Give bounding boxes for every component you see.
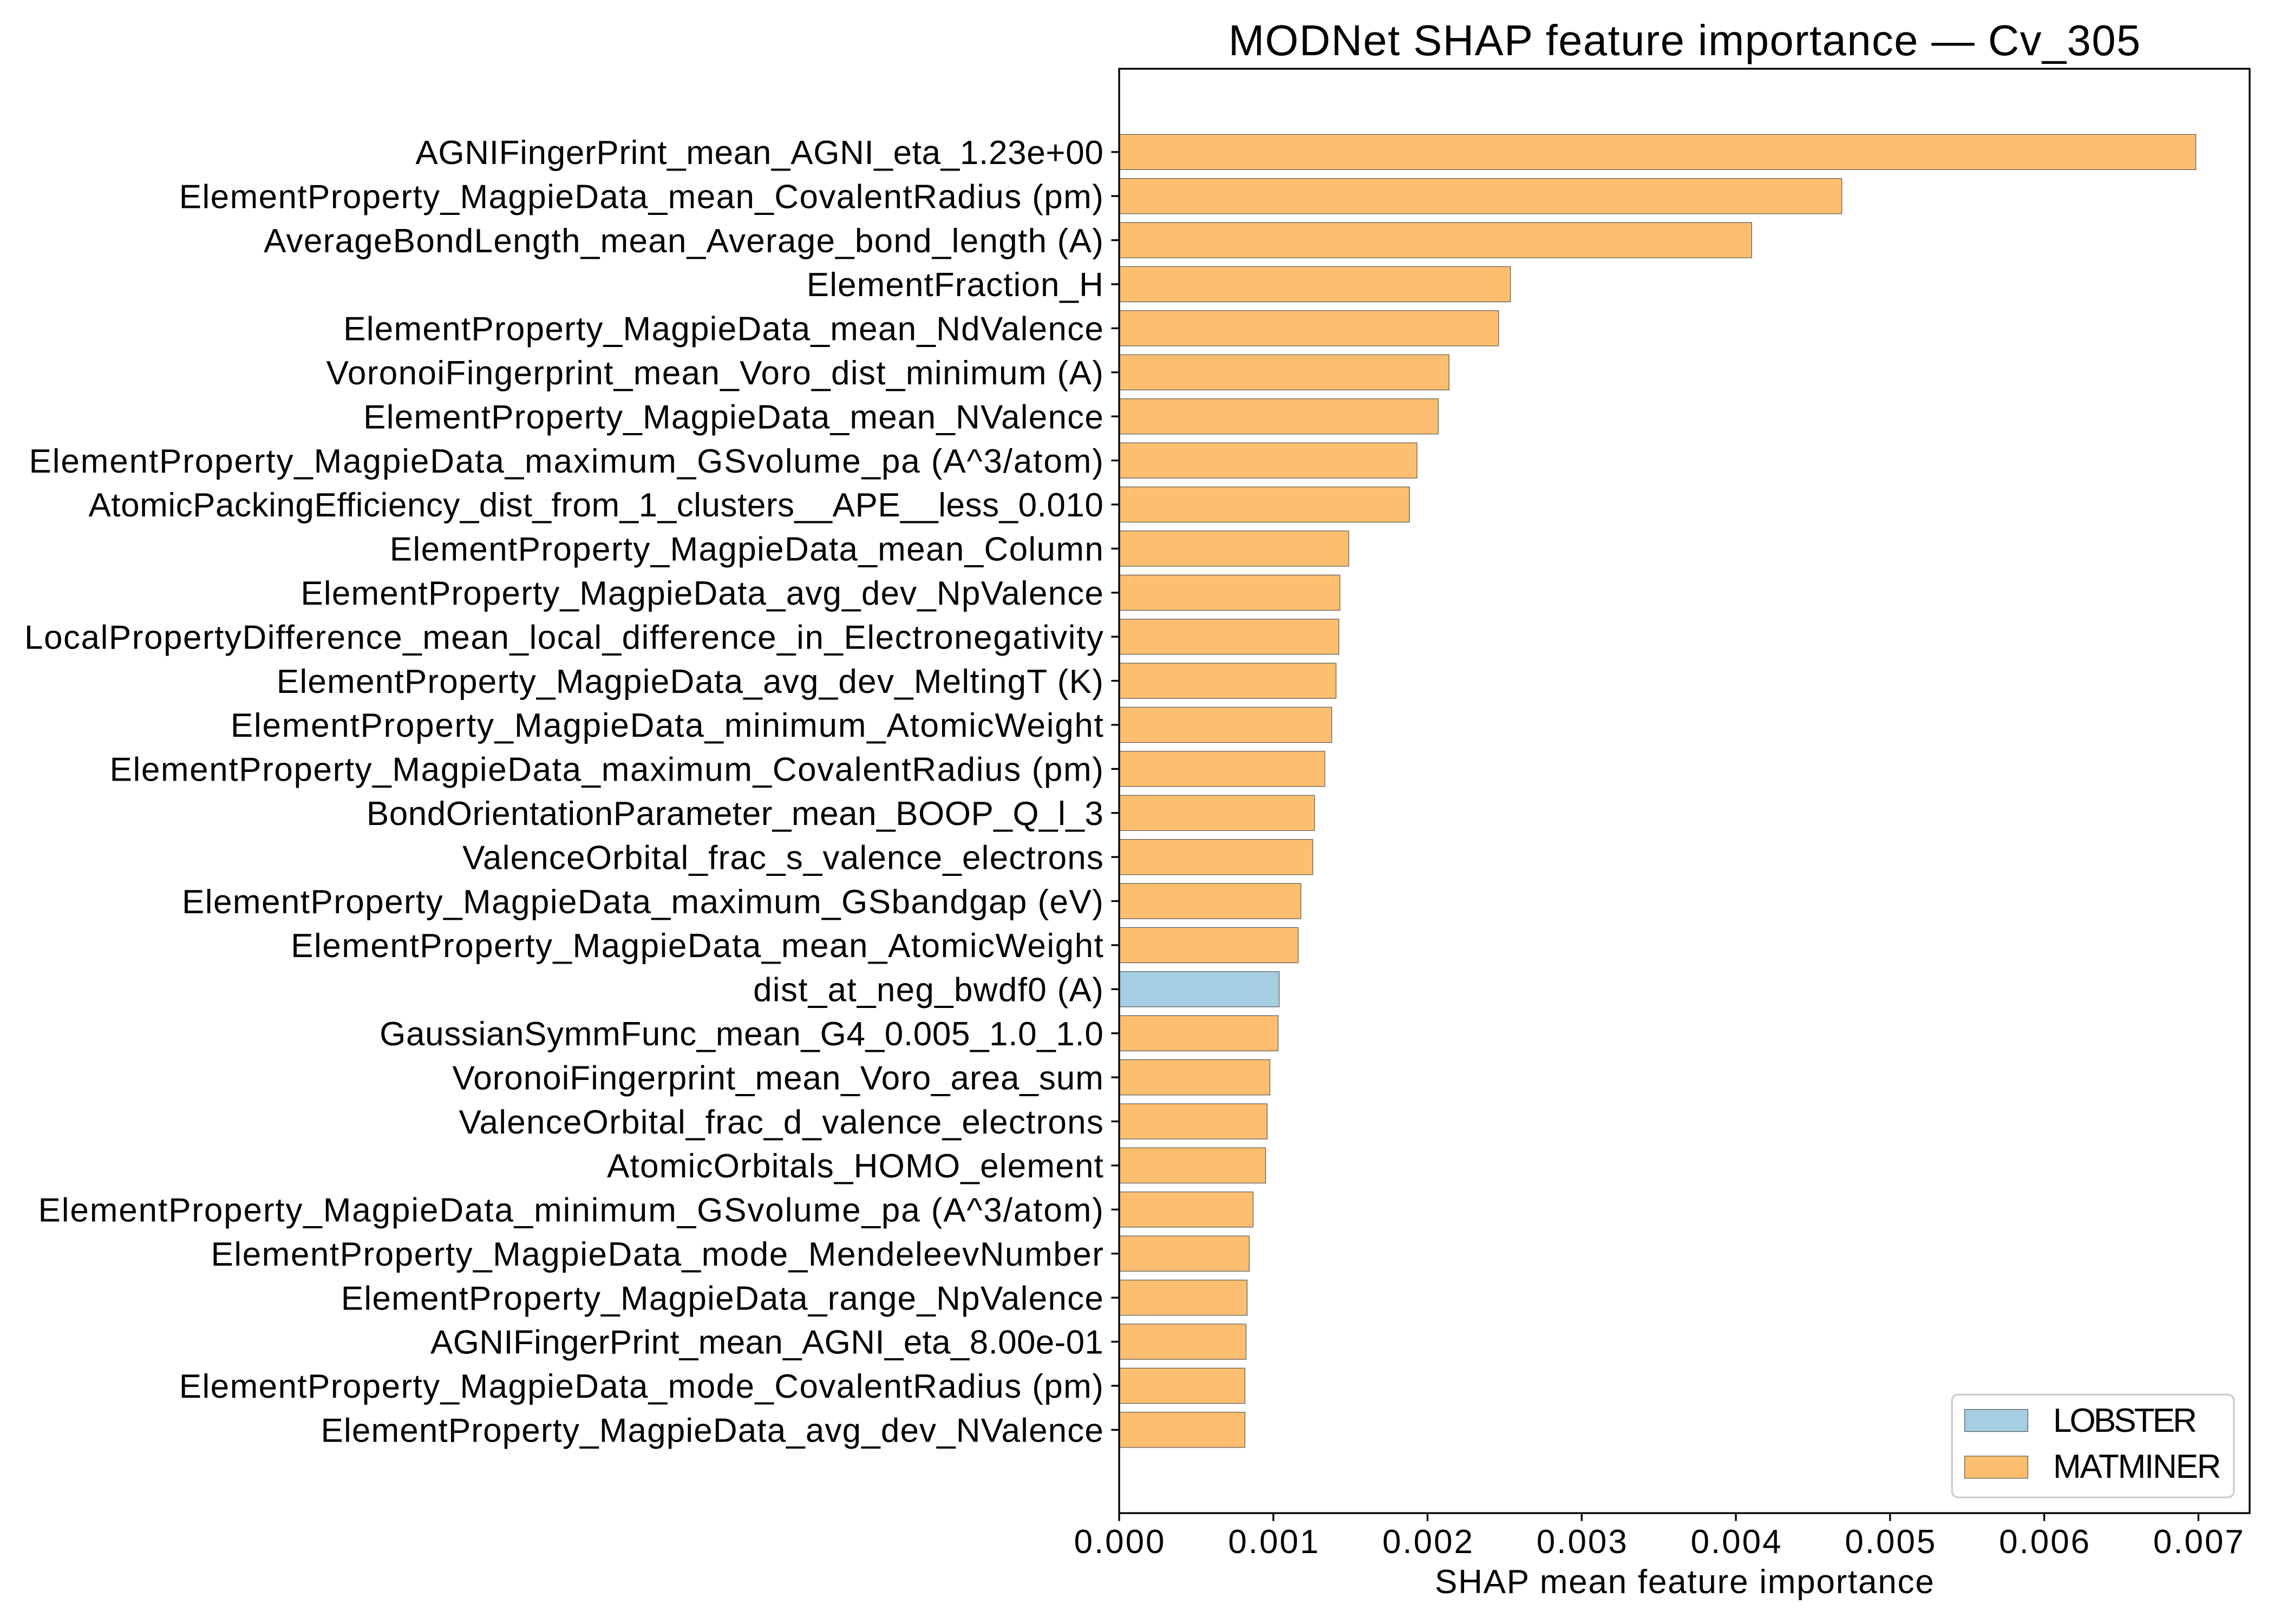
svg-text:ElementProperty_MagpieData_mea: ElementProperty_MagpieData_mean_Covalent… bbox=[179, 178, 1103, 215]
svg-text:ElementProperty_MagpieData_max: ElementProperty_MagpieData_maximum_GSban… bbox=[182, 883, 1103, 921]
svg-text:ElementProperty_MagpieData_mea: ElementProperty_MagpieData_mean_Column bbox=[390, 531, 1103, 568]
svg-text:0.002: 0.002 bbox=[1382, 1523, 1473, 1561]
svg-text:LocalPropertyDifference_mean_l: LocalPropertyDifference_mean_local_diffe… bbox=[24, 619, 1103, 656]
svg-text:ElementProperty_MagpieData_max: ElementProperty_MagpieData_maximum_GSvol… bbox=[29, 443, 1103, 480]
svg-text:ElementProperty_MagpieData_max: ElementProperty_MagpieData_maximum_Coval… bbox=[110, 751, 1103, 789]
svg-text:AverageBondLength_mean_Average: AverageBondLength_mean_Average_bond_leng… bbox=[264, 222, 1103, 260]
svg-text:MATMINER: MATMINER bbox=[2053, 1448, 2221, 1485]
svg-text:SHAP mean feature importance: SHAP mean feature importance bbox=[1435, 1563, 1934, 1601]
svg-text:0.006: 0.006 bbox=[1999, 1523, 2089, 1561]
svg-text:0.000: 0.000 bbox=[1074, 1523, 1165, 1561]
svg-text:GaussianSymmFunc_mean_G4_0.005: GaussianSymmFunc_mean_G4_0.005_1.0_1.0 bbox=[380, 1016, 1103, 1053]
svg-text:ElementProperty_MagpieData_avg: ElementProperty_MagpieData_avg_dev_Melti… bbox=[277, 663, 1103, 700]
svg-text:0.001: 0.001 bbox=[1228, 1523, 1318, 1561]
svg-text:ElementProperty_MagpieData_mea: ElementProperty_MagpieData_mean_NdValenc… bbox=[343, 311, 1103, 348]
svg-text:0.005: 0.005 bbox=[1845, 1523, 1935, 1561]
svg-text:0.007: 0.007 bbox=[2153, 1523, 2244, 1561]
svg-text:ElementProperty_MagpieData_mod: ElementProperty_MagpieData_mode_Covalent… bbox=[179, 1368, 1103, 1405]
svg-text:ValenceOrbital_frac_s_valence_: ValenceOrbital_frac_s_valence_electrons bbox=[462, 839, 1103, 876]
svg-text:ElementProperty_MagpieData_avg: ElementProperty_MagpieData_avg_dev_NVale… bbox=[321, 1412, 1103, 1450]
svg-text:AtomicOrbitals_HOMO_element: AtomicOrbitals_HOMO_element bbox=[607, 1148, 1103, 1185]
svg-text:VoronoiFingerprint_mean_Voro_d: VoronoiFingerprint_mean_Voro_dist_minimu… bbox=[326, 355, 1103, 392]
svg-text:AGNIFingerPrint_mean_AGNI_eta_: AGNIFingerPrint_mean_AGNI_eta_1.23e+00 bbox=[415, 134, 1103, 172]
svg-text:0.004: 0.004 bbox=[1691, 1523, 1781, 1561]
svg-text:ElementProperty_MagpieData_avg: ElementProperty_MagpieData_avg_dev_NpVal… bbox=[300, 575, 1103, 612]
svg-text:BondOrientationParameter_mean_: BondOrientationParameter_mean_BOOP_Q_l_3 bbox=[367, 795, 1103, 833]
svg-text:ValenceOrbital_frac_d_valence_: ValenceOrbital_frac_d_valence_electrons bbox=[459, 1104, 1103, 1141]
svg-text:ElementFraction_H: ElementFraction_H bbox=[807, 266, 1103, 304]
svg-text:dist_at_neg_bwdf0 (A): dist_at_neg_bwdf0 (A) bbox=[753, 972, 1103, 1009]
svg-text:ElementProperty_MagpieData_mod: ElementProperty_MagpieData_mode_Mendelee… bbox=[211, 1236, 1103, 1273]
svg-text:ElementProperty_MagpieData_mea: ElementProperty_MagpieData_mean_NValence bbox=[363, 398, 1103, 436]
svg-text:ElementProperty_MagpieData_ran: ElementProperty_MagpieData_range_NpValen… bbox=[341, 1280, 1103, 1317]
svg-text:VoronoiFingerprint_mean_Voro_a: VoronoiFingerprint_mean_Voro_area_sum bbox=[452, 1059, 1103, 1097]
svg-text:LOBSTER: LOBSTER bbox=[2053, 1402, 2197, 1439]
svg-text:ElementProperty_MagpieData_min: ElementProperty_MagpieData_minimum_Atomi… bbox=[231, 707, 1103, 744]
svg-text:ElementProperty_MagpieData_mea: ElementProperty_MagpieData_mean_AtomicWe… bbox=[291, 927, 1103, 965]
svg-text:0.003: 0.003 bbox=[1537, 1523, 1627, 1561]
svg-text:AGNIFingerPrint_mean_AGNI_eta_: AGNIFingerPrint_mean_AGNI_eta_8.00e-01 bbox=[430, 1324, 1103, 1361]
svg-text:AtomicPackingEfficiency_dist_f: AtomicPackingEfficiency_dist_from_1_clus… bbox=[89, 487, 1103, 524]
